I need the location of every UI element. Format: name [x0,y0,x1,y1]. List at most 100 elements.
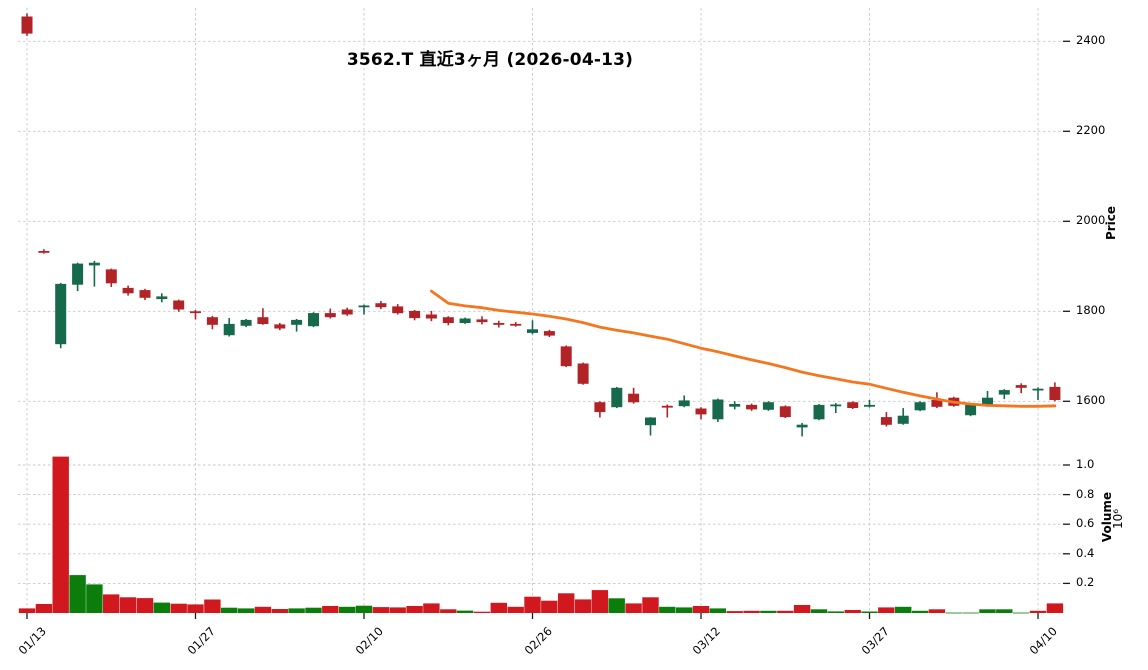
volume-bar [861,611,878,613]
candle [914,402,926,411]
volume-bar [979,609,996,613]
candle [611,387,623,408]
candle [762,402,774,410]
volume-bar [254,606,272,613]
candle [38,251,50,253]
volume-bar [440,609,457,613]
candle [274,324,286,329]
candle [577,363,589,384]
candle [628,393,640,403]
price-tick-label: 2000 [1076,213,1106,228]
candle [695,408,707,415]
volume-bar [760,610,777,613]
ma25-line [429,289,1057,408]
volume-bar [709,608,726,613]
volume-bars [18,456,1064,614]
candle [645,417,656,426]
candle [173,300,185,310]
candle [139,290,151,298]
volume-bar [322,606,339,613]
candle [1015,385,1027,388]
volume-bar [204,599,221,613]
candle [291,319,303,325]
candle [712,399,724,420]
volume-bar [692,606,710,613]
candle [55,283,67,345]
candle [88,262,100,266]
volume-tick-label: 0.4 [1076,545,1095,560]
volume-bar [170,603,187,613]
volume-bar [676,607,693,613]
volume-bar [911,610,929,613]
candle [223,323,235,336]
price-tick-label: 1800 [1076,303,1106,318]
volume-bar [153,602,170,613]
volume-bar [423,603,440,613]
volume-bar [743,610,760,613]
candle [190,311,201,314]
candle [661,405,673,408]
candle [1032,388,1044,391]
volume-bar [187,604,204,613]
volume-bar [35,604,53,613]
price-tick-label: 1600 [1076,393,1106,408]
candle [897,415,909,424]
candlesticks [21,13,1061,437]
candle [779,406,791,418]
candle [493,323,505,325]
volume-bar [271,609,288,613]
volume-bar [1029,610,1047,613]
volume-bar [810,609,828,613]
volume-bar [558,593,575,613]
candle [560,346,572,367]
candle [729,404,741,407]
volume-bar [844,610,861,613]
candle [796,424,808,428]
volume-bar [69,575,86,613]
volume-bar [288,608,305,613]
volume-bar [372,607,390,613]
volume-bar [962,612,979,614]
volume-tick-label: 0.2 [1076,575,1095,590]
volume-bar [524,596,541,613]
candle [375,303,387,308]
volume-bar [136,598,154,613]
candle [425,314,437,319]
volume-bar [355,605,373,613]
volume-bar [456,610,474,613]
volume-bar [103,594,120,613]
candle [965,404,977,416]
axis-ticks [26,40,1070,619]
volume-bar [18,608,36,613]
volume-axis-unit: 10⁶ [1111,508,1126,530]
volume-bar [339,606,356,613]
candle [746,404,758,410]
candle [476,319,488,323]
volume-bar [945,612,962,614]
price-tick-label: 2200 [1076,123,1106,138]
candle [324,313,336,318]
candle [678,400,690,407]
volume-bar [878,607,895,613]
volume-tick-label: 1.0 [1076,457,1095,471]
candle [864,404,875,407]
candle [122,287,134,294]
volume-bar [490,602,507,613]
candle [830,404,842,407]
volume-bar [642,597,659,613]
volume-bar [726,611,743,613]
volume-bar [574,599,592,613]
volume-bar [625,603,642,613]
volume-bar [608,598,625,613]
volume-bar [221,607,238,613]
volume-tick-label: 0.6 [1076,516,1095,531]
candle [358,305,370,308]
volume-bar [928,609,946,613]
volume-bar [996,609,1013,613]
candle [341,309,353,315]
volume-bar [591,590,609,613]
volume-bar [507,606,524,613]
candle [240,319,252,326]
volume-bar [793,605,811,613]
